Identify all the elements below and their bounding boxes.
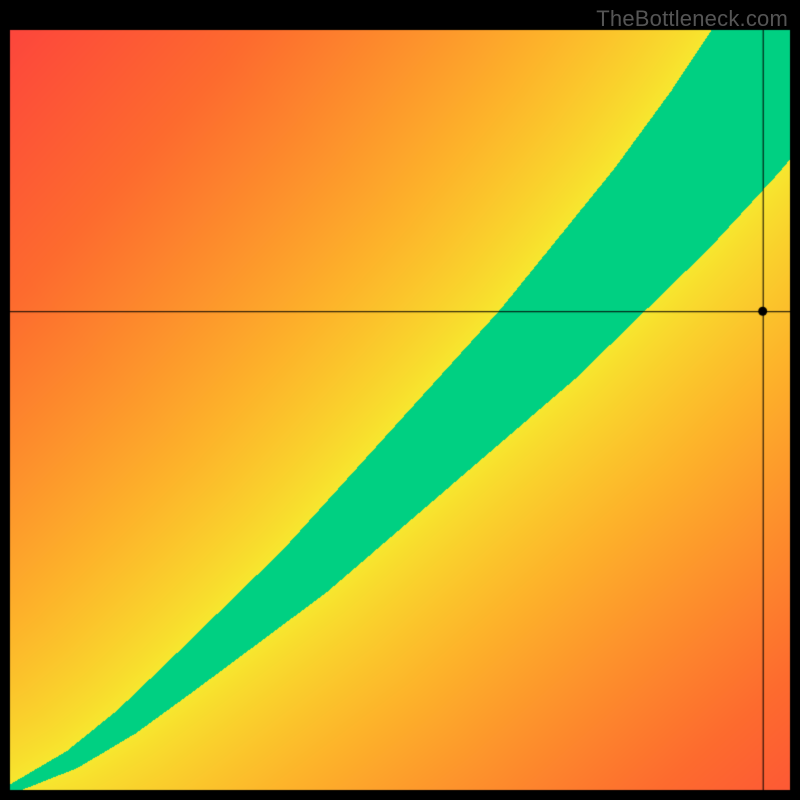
watermark-label: TheBottleneck.com bbox=[596, 6, 788, 32]
bottleneck-heatmap bbox=[0, 0, 800, 800]
